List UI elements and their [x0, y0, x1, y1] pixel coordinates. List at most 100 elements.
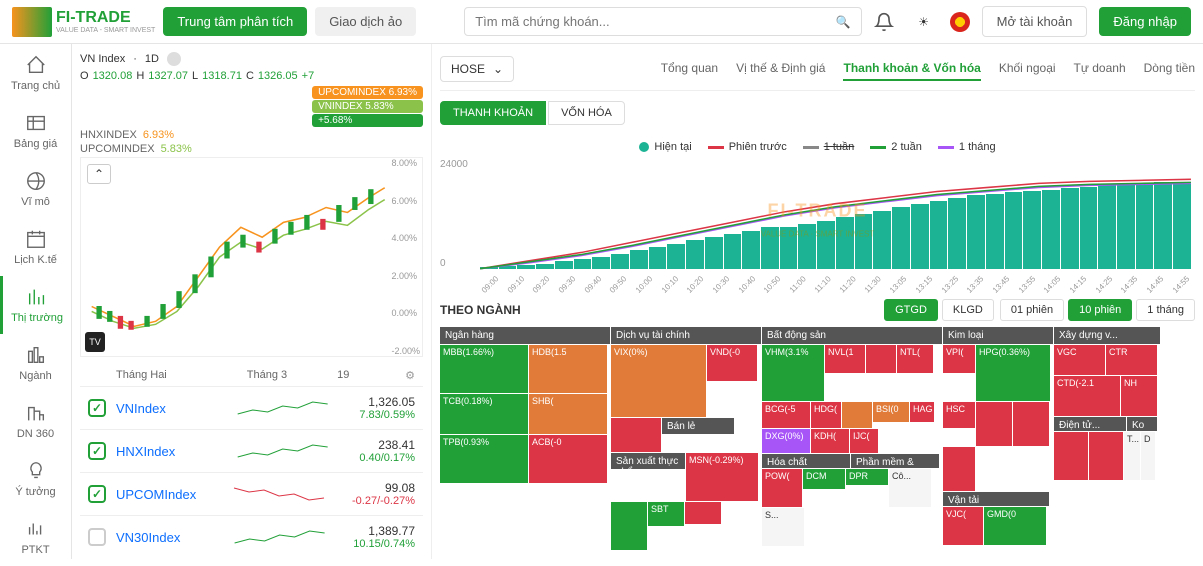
treemap-cell[interactable] — [611, 502, 647, 550]
treemap-cell[interactable]: POW( — [762, 469, 802, 507]
logo[interactable]: FI-TRADE VALUE DATA - SMART INVEST — [12, 7, 155, 37]
treemap-cell[interactable] — [842, 402, 872, 428]
open-account-button[interactable]: Mở tài khoản — [982, 6, 1088, 37]
treemap-cell[interactable]: S... — [762, 508, 804, 546]
treemap-cell[interactable] — [1013, 402, 1049, 446]
treemap-cell[interactable]: HAG — [910, 402, 934, 422]
treemap-cell[interactable]: GMD(0 — [984, 507, 1046, 545]
treemap-cell[interactable]: MSN(-0.29%) — [686, 453, 758, 501]
treemap-cell[interactable]: NVL(1 — [825, 345, 865, 373]
theme-icon[interactable]: ☀ — [910, 8, 938, 36]
sidebar-item-market[interactable]: Thị trường — [0, 276, 71, 334]
market-tab[interactable]: Thanh khoản & Vốn hóa — [843, 57, 980, 81]
treemap-cell[interactable]: Hóa chất — [762, 454, 850, 468]
treemap-cell[interactable]: MBB(1.66%) — [440, 345, 528, 393]
paper-trade-button[interactable]: Giao dịch ảo — [315, 7, 416, 36]
treemap-cell[interactable] — [866, 345, 896, 373]
treemap-cell[interactable] — [685, 502, 721, 524]
treemap-cell[interactable]: VGC — [1054, 345, 1105, 375]
treemap-cell[interactable]: Điện tử... — [1054, 417, 1126, 431]
market-tab[interactable]: Vị thế & Định giá — [736, 57, 825, 81]
index-list-item[interactable]: VNIndex1,326.057.83/0.59% — [80, 386, 423, 429]
treemap-cell[interactable]: VIX(0%) — [611, 345, 706, 417]
treemap-cell[interactable]: KDH( — [811, 429, 849, 453]
treemap-cell[interactable]: BSI(0 — [873, 402, 909, 422]
treemap-cell[interactable]: DCM — [803, 469, 845, 489]
index-checkbox[interactable] — [88, 528, 106, 546]
index-checkbox[interactable] — [88, 485, 106, 503]
sidebar-item-company[interactable]: DN 360 — [0, 392, 71, 450]
liquidity-toggle[interactable]: THANH KHOẢN — [440, 101, 546, 125]
index-checkbox[interactable] — [88, 442, 106, 460]
sidebar-item-sector[interactable]: Ngành — [0, 334, 71, 392]
treemap-cell[interactable]: SHB( — [529, 394, 607, 434]
treemap-cell[interactable] — [943, 447, 975, 491]
ohlc-open: 1320.08 — [93, 70, 133, 82]
treemap-cell[interactable]: HSC — [943, 402, 975, 428]
treemap-cell[interactable]: Phần mềm & Di... — [851, 454, 939, 468]
treemap-cell[interactable]: ACB(-0 — [529, 435, 607, 483]
treemap-cell[interactable]: DPR — [846, 469, 888, 485]
index-list-item[interactable]: HNXIndex238.410.40/0.17% — [80, 429, 423, 472]
month-label: Tháng Hai — [116, 369, 167, 382]
treemap-cell[interactable]: DXG(0%) — [762, 429, 810, 453]
treemap-cell[interactable] — [611, 418, 661, 452]
treemap-cell[interactable]: HDB(1.5 — [529, 345, 607, 393]
treemap-cell[interactable]: VHM(3.1% — [762, 345, 824, 401]
login-button[interactable]: Đăng nhập — [1099, 7, 1191, 36]
market-tab[interactable]: Khối ngoại — [999, 57, 1056, 81]
sector-period-button[interactable]: 1 tháng — [1136, 299, 1195, 321]
index-overlay-row: HNXINDEX 6.93% — [80, 129, 423, 141]
treemap-cell[interactable] — [976, 402, 1012, 446]
index-name: VN30Index — [116, 530, 206, 545]
sidebar-item-calendar[interactable]: Lịch K.tế — [0, 218, 71, 276]
search-input[interactable]: 🔍 — [464, 7, 861, 36]
treemap-cell[interactable]: Cô... — [889, 469, 931, 507]
treemap-cell[interactable]: CTD(-2.1 — [1054, 376, 1120, 416]
treemap-cell[interactable]: IJC( — [850, 429, 878, 453]
analysis-center-button[interactable]: Trung tâm phân tích — [163, 7, 307, 36]
market-tab[interactable]: Tổng quan — [661, 57, 718, 81]
treemap-cell[interactable]: Vận tải — [943, 492, 1049, 506]
sidebar-item-macro[interactable]: Vĩ mô — [0, 160, 71, 218]
index-checkbox[interactable] — [88, 399, 106, 417]
treemap-cell[interactable]: CTR — [1106, 345, 1157, 375]
price-chart[interactable]: 8.00%6.00%4.00%2.00%0.00%-2.00% TV ⌃ — [80, 157, 423, 357]
treemap-cell[interactable]: Ko — [1127, 417, 1157, 431]
treemap-cell[interactable] — [1054, 432, 1088, 480]
market-tab[interactable]: Dòng tiền — [1144, 57, 1195, 81]
exchange-select[interactable]: HOSE⌄ — [440, 56, 514, 82]
index-list-item[interactable]: VN30Index1,389.7710.15/0.74% — [80, 515, 423, 558]
treemap-cell[interactable]: Sản xuất thực phẩm — [611, 453, 685, 469]
marketcap-toggle[interactable]: VỐN HÓA — [548, 101, 625, 125]
sector-period-button[interactable]: 01 phiên — [1000, 299, 1064, 321]
treemap-cell[interactable]: VJC( — [943, 507, 983, 545]
sidebar-item-home[interactable]: Trang chủ — [0, 44, 71, 102]
treemap-cell[interactable]: VND(-0 — [707, 345, 757, 381]
language-flag[interactable] — [950, 12, 970, 32]
gear-icon[interactable]: ⚙ — [405, 369, 415, 382]
treemap-cell[interactable] — [1089, 432, 1123, 480]
treemap-cell[interactable]: VPI( — [943, 345, 975, 373]
treemap-cell[interactable]: BCG(-5 — [762, 402, 810, 428]
treemap-cell[interactable]: HDG( — [811, 402, 841, 428]
sector-period-button[interactable]: 10 phiên — [1068, 299, 1132, 321]
sector-metric-button[interactable]: KLGD — [942, 299, 994, 321]
treemap-cell[interactable]: NTL( — [897, 345, 933, 373]
notification-icon[interactable] — [870, 8, 898, 36]
treemap-cell[interactable]: D — [1141, 432, 1155, 480]
treemap-cell[interactable]: T... — [1124, 432, 1140, 480]
sidebar-item-ta[interactable]: PTKT — [0, 508, 71, 566]
market-tab[interactable]: Tự doanh — [1074, 57, 1126, 81]
treemap-cell[interactable]: TPB(0.93% — [440, 435, 528, 483]
treemap-cell[interactable]: TCB(0.18%) — [440, 394, 528, 434]
treemap-cell[interactable]: HPG(0.36%) — [976, 345, 1050, 401]
sector-metric-button[interactable]: GTGD — [884, 299, 938, 321]
index-list-item[interactable]: UPCOMIndex99.08-0.27/-0.27% — [80, 472, 423, 515]
treemap-cell[interactable]: SBT — [648, 502, 684, 526]
sidebar-item-board[interactable]: Bảng giá — [0, 102, 71, 160]
sidebar-item-idea[interactable]: Ý tưởng — [0, 450, 71, 508]
treemap-cell[interactable]: Bán lẻ — [662, 418, 734, 434]
chart-collapse-icon[interactable]: ⌃ — [87, 164, 111, 184]
treemap-cell[interactable]: NH — [1121, 376, 1157, 416]
